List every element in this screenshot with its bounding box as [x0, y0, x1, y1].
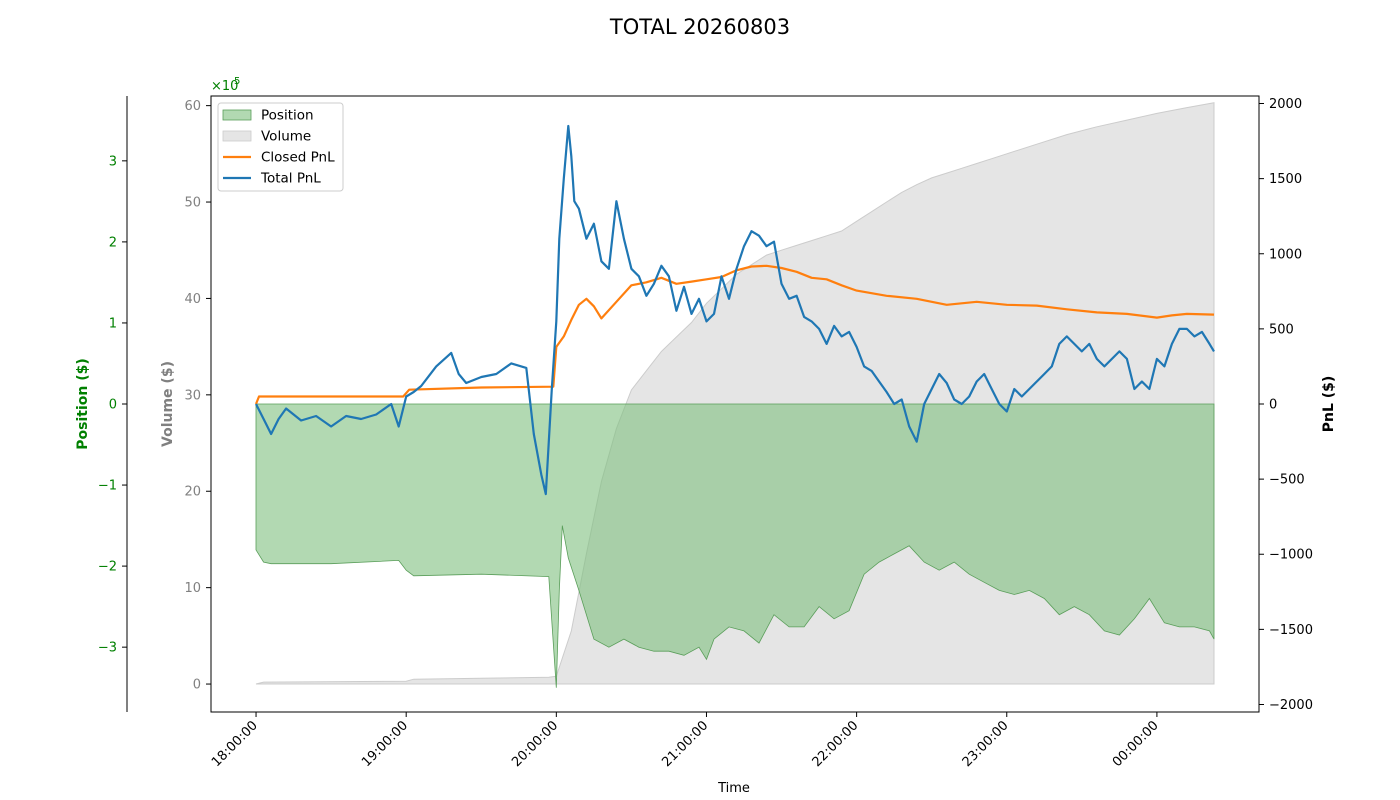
legend: Position Volume Closed PnL Total PnL — [217, 102, 344, 192]
position-tick-label: −2 — [98, 560, 117, 575]
pnl-tick-label: 1000 — [1269, 247, 1302, 262]
x-tick-label: 21:00:00 — [659, 718, 711, 770]
position-area — [255, 403, 1215, 688]
pnl-tick-label: 500 — [1269, 322, 1294, 337]
volume-tick-label: 0 — [193, 678, 201, 693]
volume-axis-title: Volume ($) — [160, 361, 176, 447]
volume-tick-label: 20 — [184, 485, 201, 500]
pnl-tick-label: −2000 — [1269, 698, 1313, 713]
closed-pnl-line — [254, 264, 1215, 405]
legend-label: Position — [261, 108, 314, 124]
x-tick-label: 19:00:00 — [359, 718, 411, 770]
volume-tick-label: 40 — [184, 292, 201, 307]
legend-entry-position: Position — [222, 108, 314, 124]
position-tick-label: 2 — [109, 235, 117, 250]
x-tick-label: 22:00:00 — [810, 718, 862, 770]
volume-tick-label: 30 — [184, 388, 201, 403]
legend-swatch — [222, 130, 252, 142]
legend-swatch — [222, 109, 252, 121]
legend-entry-closed-pnl: Closed PnL — [223, 150, 335, 166]
volume-tick-label: 60 — [184, 99, 201, 114]
legend-box — [217, 102, 344, 192]
legend-label: Total PnL — [260, 171, 321, 187]
total-pnl-line — [255, 124, 1215, 496]
chart-title: TOTAL 20260803 — [609, 15, 790, 39]
position-tick-label: −1 — [98, 479, 117, 494]
pnl-tick-label: 0 — [1269, 398, 1277, 413]
position-axis-title: Position ($) — [75, 358, 91, 450]
position-tick-label: 3 — [109, 154, 117, 169]
legend-entry-volume: Volume — [222, 129, 311, 145]
position-tick-label: −3 — [98, 641, 117, 656]
legend-entry-total-pnl: Total PnL — [223, 171, 321, 187]
position-multiplier-exponent: 5 — [234, 76, 240, 87]
pnl-tick-label: 2000 — [1269, 97, 1302, 112]
pnl-tick-label: 1500 — [1269, 172, 1302, 187]
x-tick-label: 18:00:00 — [209, 718, 261, 770]
pnl-tick-label: −1500 — [1269, 623, 1313, 638]
x-axis-title: Time — [717, 781, 750, 796]
pnl-tick-label: −500 — [1269, 473, 1305, 488]
position-tick-label: 1 — [109, 316, 117, 331]
legend-label: Volume — [261, 129, 311, 145]
position-tick-label: 0 — [109, 398, 117, 413]
area-layer — [255, 102, 1215, 688]
pnl-tick-label: −1000 — [1269, 548, 1313, 563]
x-tick-label: 00:00:00 — [1110, 718, 1162, 770]
volume-tick-label: 10 — [184, 581, 201, 596]
x-tick-label: 23:00:00 — [960, 718, 1012, 770]
legend-label: Closed PnL — [261, 150, 335, 166]
pnl-axis-title: PnL ($) — [1321, 376, 1337, 433]
x-tick-label: 20:00:00 — [509, 718, 561, 770]
line-layer — [254, 124, 1215, 496]
position-multiplier: ×10 — [211, 79, 238, 94]
volume-tick-label: 50 — [184, 196, 201, 211]
